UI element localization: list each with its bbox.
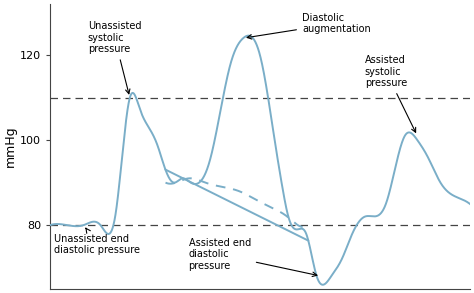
Text: Unassisted
systolic
pressure: Unassisted systolic pressure — [88, 21, 141, 94]
Text: Assisted
systolic
pressure: Assisted systolic pressure — [365, 55, 416, 132]
Text: Assisted end
diastolic
pressure: Assisted end diastolic pressure — [189, 238, 317, 277]
Text: Diastolic
augmentation: Diastolic augmentation — [247, 13, 371, 39]
Y-axis label: mmHg: mmHg — [4, 126, 17, 167]
Text: Unassisted end
diastolic pressure: Unassisted end diastolic pressure — [55, 228, 140, 255]
